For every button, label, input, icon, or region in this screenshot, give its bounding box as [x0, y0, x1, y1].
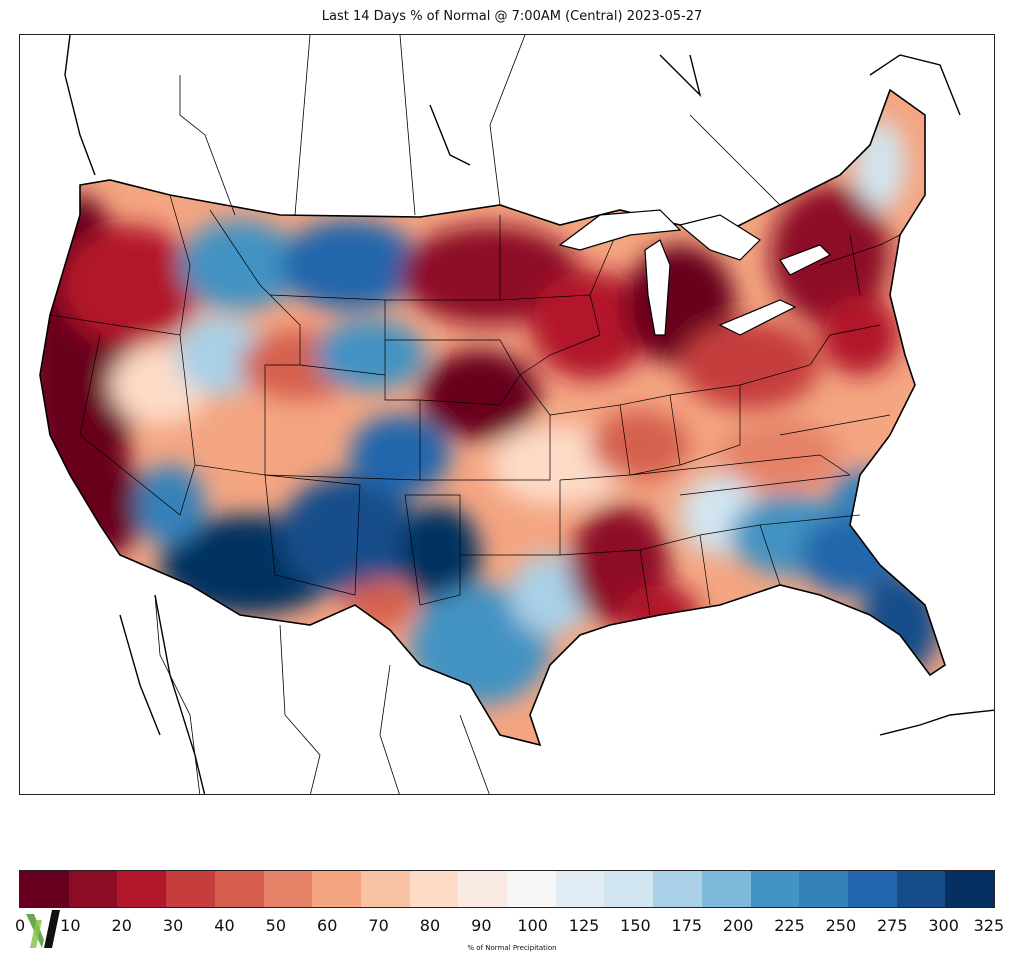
colorbar-tick-label: 250	[825, 916, 857, 935]
colorbar-tick-label: 80	[419, 916, 441, 935]
colorbar-segment	[604, 871, 654, 907]
colorbar-segment	[409, 871, 459, 907]
colorbar	[19, 870, 995, 908]
colorbar-tick-label: 90	[471, 916, 492, 935]
colorbar-tick-label: 60	[317, 916, 338, 935]
colorbar-tick-label: 300	[928, 916, 959, 935]
colorbar-tick-label: 40	[214, 916, 235, 935]
colorbar-segment	[896, 871, 946, 907]
precipitation-field	[40, 90, 945, 745]
colorbar-segment	[555, 871, 605, 907]
great-lakes	[558, 209, 832, 336]
coastlines	[64, 35, 994, 794]
colorbar-segment	[312, 871, 361, 907]
colorbar-tick-label: 175	[671, 916, 703, 935]
colorbar-segment	[507, 871, 556, 907]
colorbar-segment	[458, 871, 508, 907]
colorbar-tick-label: 225	[774, 916, 805, 935]
colorbar-tick-label: 50	[265, 916, 287, 935]
colorbar-tick-label: 275	[876, 916, 908, 935]
map-title: Last 14 Days % of Normal @ 7:00AM (Centr…	[321, 9, 703, 24]
colorbar-ticks: 0 10 20 30 40 50 60 70 80 90 100 125 150 175 200 225 250…	[15, 916, 1004, 938]
colorbar-segment	[653, 871, 702, 907]
colorbar-segment	[360, 871, 410, 907]
colorbar-tick-label: 125	[568, 916, 600, 935]
colorbar-segment	[847, 871, 897, 907]
colorbar-tick-label: 30	[162, 916, 184, 935]
colorbar-tick-label: 325	[973, 916, 1005, 935]
colorbar-segment	[68, 871, 118, 907]
colorbar-segment	[799, 871, 848, 907]
nv-logo-icon	[26, 910, 60, 948]
colorbar-tick-label: 70	[368, 916, 389, 935]
colorbar-segment	[214, 871, 264, 907]
colorbar-segment	[263, 871, 313, 907]
colorbar-tick-label: 150	[620, 916, 651, 935]
colorbar-segment	[166, 871, 215, 907]
colorbar-segment	[750, 871, 800, 907]
colorbar-tick-label: 10	[60, 916, 81, 935]
colorbar-tick-label: 100	[517, 916, 548, 935]
colorbar-tick-label: 0	[15, 916, 26, 935]
colorbar-tick-label: 20	[111, 916, 132, 935]
colorbar-segment	[945, 871, 995, 907]
precipitation-map	[19, 34, 995, 795]
colorbar-segment	[701, 871, 751, 907]
state-borders	[49, 194, 901, 616]
colorbar-segment	[20, 871, 69, 907]
colorbar-tick-label: 200	[722, 916, 754, 935]
colorbar-segment	[117, 871, 167, 907]
colorbar-label: % of Normal Precipitation	[467, 944, 557, 952]
